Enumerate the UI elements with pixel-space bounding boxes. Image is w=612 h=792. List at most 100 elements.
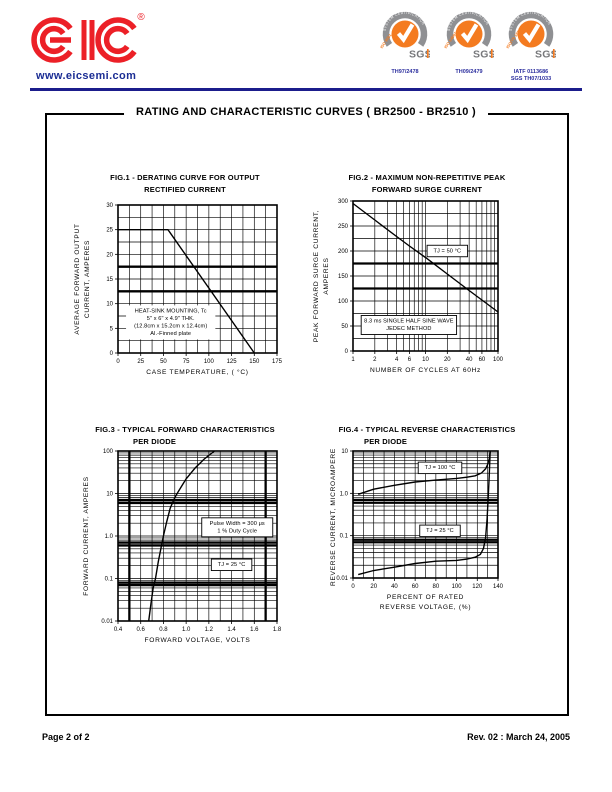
- fig1-title-line1: FIG.1 - DERATING CURVE FOR OUTPUT: [110, 173, 260, 182]
- badge-cert-number: TH09/2479: [455, 69, 483, 75]
- fig1-annotation-1: HEAT-SINK MOUNTING, Tc 5" x 6" x 4.9" THK…: [126, 305, 216, 340]
- svg-text:120: 120: [472, 584, 483, 590]
- svg-text:0: 0: [110, 351, 114, 357]
- svg-text:75: 75: [183, 359, 190, 365]
- badge-arc: [382, 11, 428, 47]
- figure-3-forward-characteristics: FIG.3 - TYPICAL FORWARD CHARACTERISTICS P…: [60, 424, 310, 665]
- svg-text:Al.-Finned plate: Al.-Finned plate: [150, 331, 191, 337]
- sgs-wordmark: SGS: [409, 49, 430, 61]
- fig2-annotation-1: TJ = 50 °C: [426, 244, 469, 258]
- badge-cert-number: SGS TH07/1033: [510, 76, 552, 82]
- sgs-tick: [427, 49, 429, 58]
- eic-logo: ®: [31, 12, 145, 63]
- svg-text:Pulse Width = 300 μs: Pulse Width = 300 μs: [210, 521, 265, 527]
- figure-4-reverse-characteristics: FIG.4 - TYPICAL REVERSE CHARACTERISTICS P…: [312, 424, 568, 625]
- svg-text:REVERSE VOLTAGE, (%): REVERSE VOLTAGE, (%): [380, 604, 471, 611]
- fig4-tick-labels: 0 20 40 60 80 100 120 140 0.01 0.1 1.0 10: [336, 449, 503, 590]
- svg-text:60: 60: [479, 357, 486, 363]
- svg-text:8.3 ms SINGLE HALF SINE WAVE: 8.3 ms SINGLE HALF SINE WAVE: [364, 319, 454, 325]
- logo-letter-e: [31, 17, 73, 63]
- svg-text:CURRENT, AMPERES: CURRENT, AMPERES: [84, 240, 91, 318]
- svg-text:140: 140: [493, 584, 504, 590]
- svg-text:1.8: 1.8: [273, 627, 282, 633]
- check-icon: [522, 23, 541, 44]
- sgs-wordmark: SGS: [535, 49, 556, 61]
- svg-text:TJ = 25 °C: TJ = 25 °C: [426, 528, 454, 534]
- svg-text:80: 80: [433, 584, 440, 590]
- svg-text:TJ = 100 °C: TJ = 100 °C: [425, 465, 456, 471]
- svg-text:100: 100: [103, 449, 114, 455]
- svg-text:0.4: 0.4: [114, 627, 123, 633]
- check-icon: [396, 23, 415, 44]
- sgs-badge-ts16949: SYSTEM CERTIFICATION ISO/TS 16949 SGS IA…: [502, 10, 560, 83]
- svg-text:HEAT-SINK MOUNTING, Tc: HEAT-SINK MOUNTING, Tc: [135, 308, 207, 314]
- svg-text:1.0: 1.0: [105, 534, 114, 540]
- fig2-tick-labels: 1 2 4 6 10 20 40 60 100 0 50 100 150 200 250 300: [338, 199, 504, 363]
- fig1-title-line2: RECTIFIED CURRENT: [144, 185, 226, 194]
- fig1-axis-labels: CASE TEMPERATURE, ( °C) AVERAGE FORWARD O…: [74, 223, 248, 376]
- fig3-title-line1: FIG.3 - TYPICAL FORWARD CHARACTERISTICS: [95, 425, 275, 434]
- svg-text:10: 10: [106, 492, 113, 498]
- svg-text:CASE TEMPERATURE, ( °C): CASE TEMPERATURE, ( °C): [146, 368, 248, 376]
- svg-text:6: 6: [408, 357, 412, 363]
- svg-text:1.0: 1.0: [340, 491, 349, 497]
- svg-text:0.01: 0.01: [336, 576, 348, 582]
- svg-text:1.0: 1.0: [182, 627, 191, 633]
- svg-text:100: 100: [452, 584, 463, 590]
- svg-text:0: 0: [351, 584, 355, 590]
- fig3-title-line2: PER DIODE: [133, 437, 177, 446]
- svg-text:10: 10: [341, 449, 348, 455]
- svg-text:FORWARD VOLTAGE, VOLTS: FORWARD VOLTAGE, VOLTS: [145, 637, 251, 644]
- svg-text:10: 10: [422, 357, 429, 363]
- svg-text:100: 100: [493, 357, 504, 363]
- check-icon: [460, 23, 479, 44]
- sgs-badge-iso14001: SYSTEM CERTIFICATION ISO 14001 SGS TH09/…: [440, 10, 498, 76]
- fig2-title-line2: FORWARD SURGE CURRENT: [371, 185, 483, 194]
- figure-2-surge-current: FIG.2 - MAXIMUM NON-REPETITIVE PEAK FORWA…: [312, 172, 568, 393]
- fig4-annotation-1: TJ = 100 °C: [417, 461, 463, 475]
- svg-text:60: 60: [412, 584, 419, 590]
- fig4-series-tj-25c: [358, 450, 491, 576]
- revision-date: Rev. 02 : March 24, 2005: [467, 732, 570, 742]
- svg-text:100: 100: [204, 359, 215, 365]
- svg-text:200: 200: [338, 249, 349, 255]
- svg-text:0: 0: [116, 359, 120, 365]
- sgs-tick: [553, 49, 555, 58]
- sgs-badge-icon: SYSTEM CERTIFICATION ISO 14001 SGS: [443, 11, 496, 61]
- badge-arc: [508, 11, 554, 47]
- svg-text:10: 10: [106, 302, 113, 308]
- fig3-grid: [117, 450, 278, 622]
- svg-text:300: 300: [338, 199, 349, 205]
- svg-text:150: 150: [338, 274, 349, 280]
- svg-text:1 % Duty Cycle: 1 % Duty Cycle: [217, 528, 257, 534]
- svg-text:NUMBER OF CYCLES AT 60Hz: NUMBER OF CYCLES AT 60Hz: [370, 367, 481, 374]
- svg-text:0.1: 0.1: [105, 577, 114, 583]
- svg-text:40: 40: [466, 357, 473, 363]
- fig1-plot: 0 25 50 75 100 125 150 175 0 5 10 15 20 25 30 CASE TEMP…: [74, 203, 283, 376]
- svg-text:0.01: 0.01: [101, 619, 113, 625]
- svg-text:0.1: 0.1: [340, 534, 349, 540]
- fig3-annotation-2: TJ = 25 °C: [210, 558, 253, 572]
- fig3-annotation-1: Pulse Width = 300 μs1 % Duty Cycle: [201, 517, 274, 538]
- fig4-axis-labels: PERCENT OF RATED REVERSE VOLTAGE, (%) REVE…: [330, 443, 471, 611]
- registered-mark: ®: [137, 12, 145, 23]
- fig3-axis-labels: FORWARD VOLTAGE, VOLTS FORWARD CURRENT, A…: [83, 476, 250, 644]
- svg-text:50: 50: [160, 359, 167, 365]
- svg-text:REVERSE CURRENT, MICROAMPERES: REVERSE CURRENT, MICROAMPERES: [330, 448, 337, 586]
- website-link[interactable]: www.eicsemi.com: [36, 70, 137, 82]
- svg-text:250: 250: [338, 224, 349, 230]
- svg-text:25: 25: [106, 228, 113, 234]
- fig2-plot: 1 2 4 6 10 20 40 60 100 0 50 100 150 200 250 300 NUMBER …: [313, 199, 504, 374]
- sgs-badge-icon: SYSTEM CERTIFICATION ISO/TS 16949 SGS: [505, 11, 558, 61]
- svg-text:125: 125: [227, 359, 238, 365]
- fig2-series-surge-current: [352, 202, 499, 313]
- svg-text:2: 2: [373, 357, 377, 363]
- sgs-wordmark: SGS: [473, 49, 494, 61]
- svg-text:TJ = 25 °C: TJ = 25 °C: [218, 562, 246, 568]
- svg-text:50: 50: [341, 324, 348, 330]
- svg-text:0: 0: [345, 349, 349, 355]
- sgs-badge-icon: SYSTEM CERTIFICATION ISO 9001 SGS: [379, 11, 432, 61]
